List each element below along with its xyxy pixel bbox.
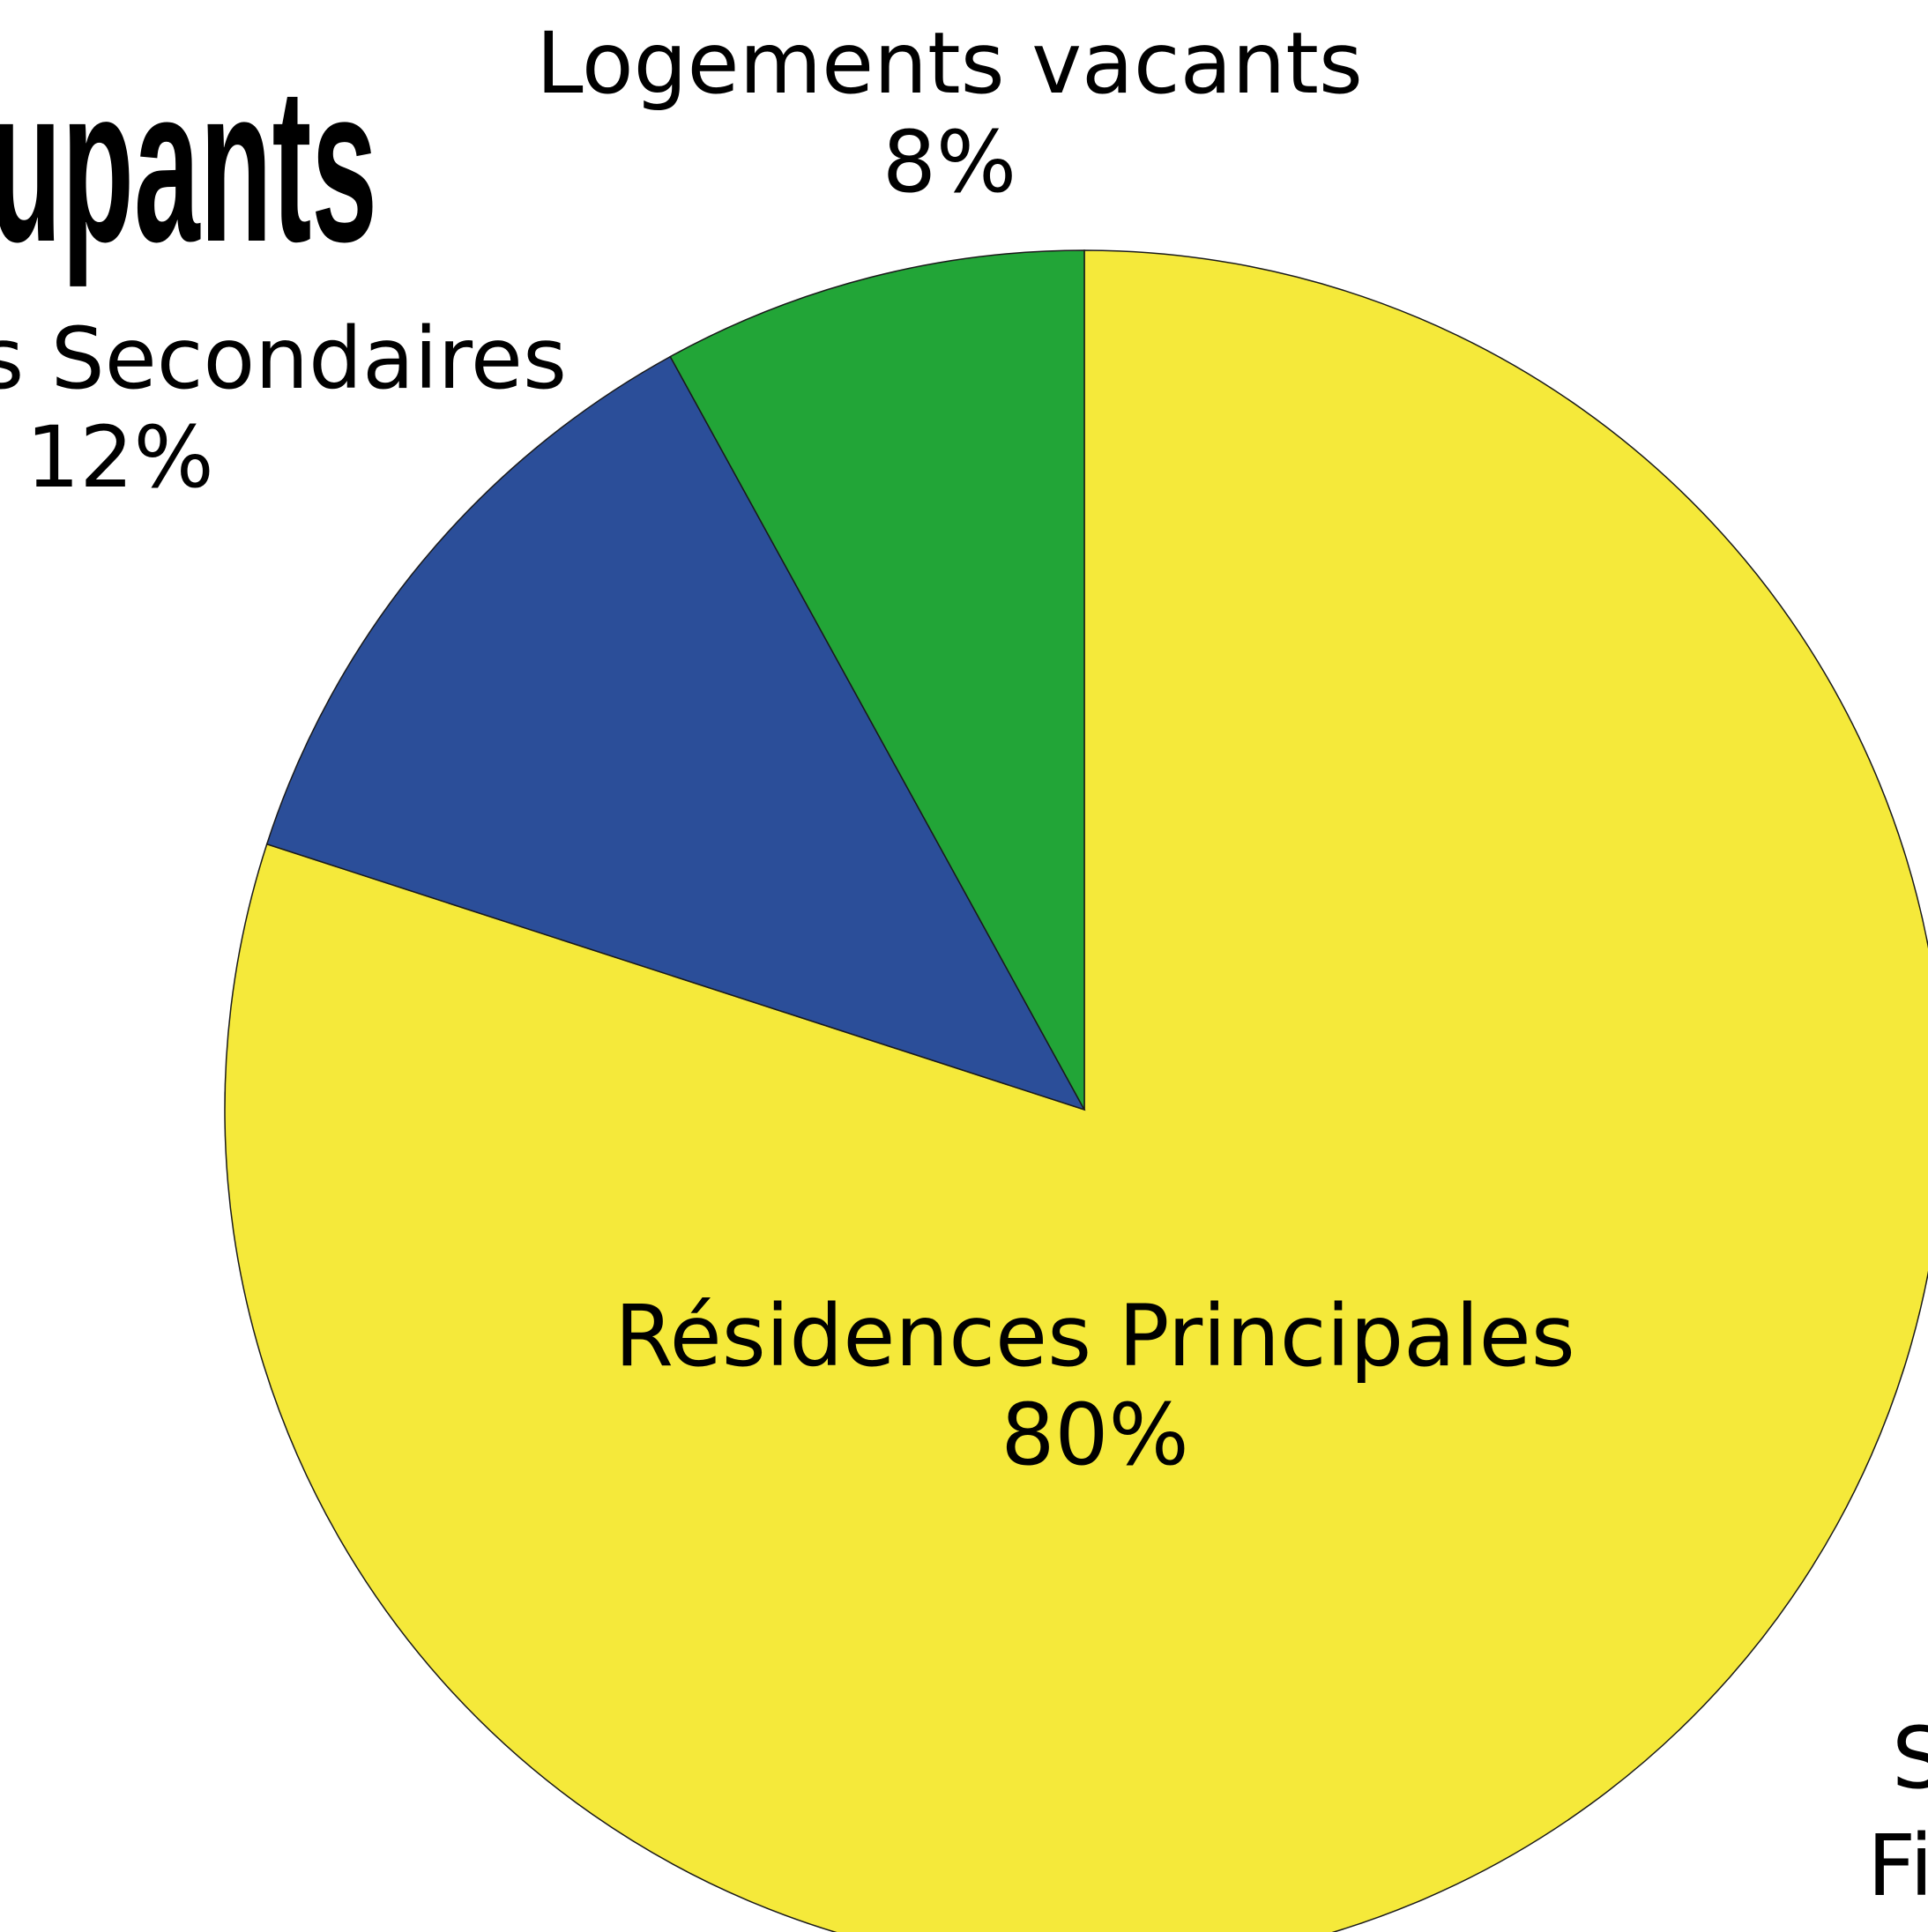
value-label: 8% (882, 113, 1016, 212)
annotation: S (1892, 1709, 1928, 1808)
pie-slice (265, 355, 1086, 1111)
annotation: Fi (1867, 1817, 1928, 1915)
chart-title: upants (0, 41, 377, 287)
pie-slice (224, 249, 1928, 1932)
pie-slice (669, 249, 1085, 1111)
slice-label: Logements vacants (536, 14, 1363, 113)
slice-label: Résidences Principales (614, 1287, 1575, 1386)
value-label: 12% (26, 408, 213, 507)
value-label: 80% (1001, 1386, 1188, 1484)
slice-label: es Secondaires (0, 309, 567, 408)
